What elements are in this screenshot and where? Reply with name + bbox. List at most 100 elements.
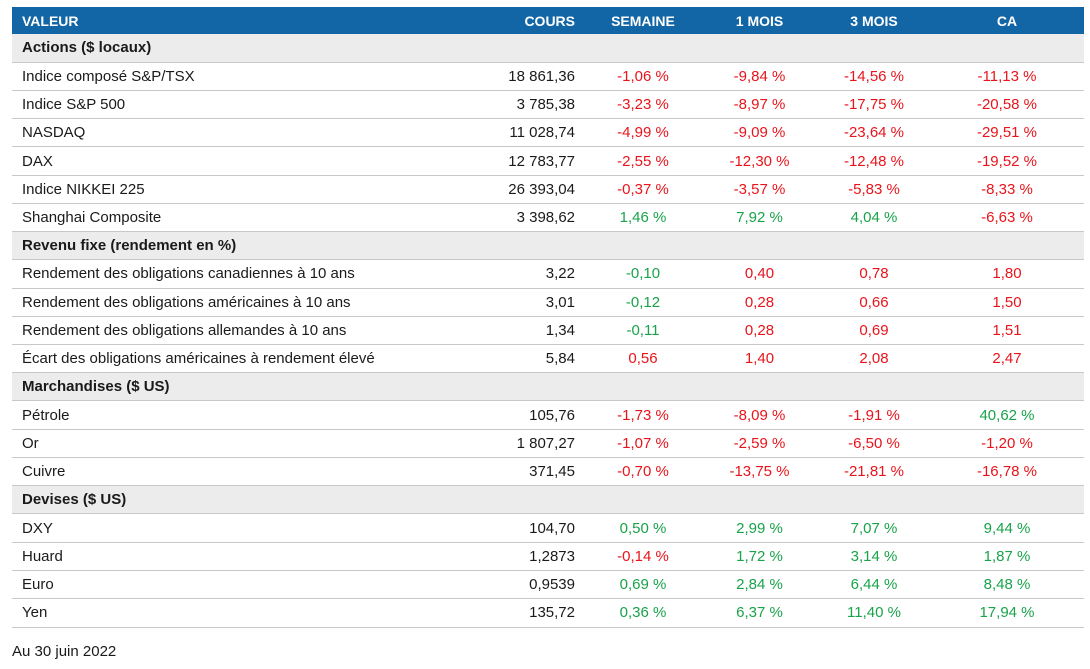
row-cours: 11 028,74 — [452, 118, 585, 148]
row-cours: 3 398,62 — [452, 203, 585, 233]
row-cours: 3 785,38 — [452, 90, 585, 120]
table-body: Actions ($ locaux) Indice composé S&P/TSX… — [12, 34, 1084, 628]
row-semaine-value: 0,50 % — [585, 513, 701, 543]
row-cours: 3,22 — [452, 259, 585, 289]
row-semaine-value: 0,69 % — [585, 570, 701, 600]
row-name: Écart des obligations américaines à rend… — [12, 344, 452, 374]
row-cours: 1,34 — [452, 316, 585, 346]
row-name: Euro — [12, 570, 452, 600]
row-semaine-value: -0,11 — [585, 316, 701, 346]
row-m1-value: 7,92 % — [701, 203, 818, 233]
table-row: Pétrole 105,76 -1,73 % -8,09 % -1,91 % 40,62 … — [12, 400, 1084, 430]
row-semaine-value: 0,56 — [585, 344, 701, 374]
row-ca-value: -1,20 % — [930, 429, 1084, 459]
row-cours: 26 393,04 — [452, 175, 585, 204]
row-m3-value: -17,75 % — [818, 90, 930, 120]
table-row: Euro 0,9539 0,69 % 2,84 % 6,44 % 8,48 % — [12, 570, 1084, 600]
header-1-mois: 1 MOIS — [735, 12, 784, 29]
row-name: DAX — [12, 146, 452, 176]
row-semaine-value: 0,36 % — [585, 598, 701, 628]
row-cours: 1 807,27 — [452, 429, 585, 459]
row-ca-value: -29,51 % — [930, 118, 1084, 148]
table-row: Rendement des obligations canadiennes à … — [12, 259, 1084, 289]
table-row: DXY 104,70 0,50 % 2,99 % 7,07 % 9,44 % — [12, 513, 1084, 543]
table-row: Indice composé S&P/TSX 18 861,36 -1,06 % -9… — [12, 62, 1084, 91]
table-row: NASDAQ 11 028,74 -4,99 % -9,09 % -23,64 % -29… — [12, 118, 1084, 148]
header-ca: CA — [996, 12, 1018, 29]
row-ca-value: -19,52 % — [930, 146, 1084, 176]
date-footnote: Au 30 juin 2022 — [12, 643, 117, 660]
row-m3-value: -23,64 % — [818, 118, 930, 148]
row-semaine-value: -0,10 — [585, 259, 701, 289]
table-row: Écart des obligations américaines à rend… — [12, 344, 1084, 374]
row-m1-value: -8,09 % — [701, 400, 818, 430]
row-cours: 135,72 — [452, 598, 585, 628]
table-row: Yen 135,72 0,36 % 6,37 % 11,40 % 17,94 % — [12, 598, 1084, 628]
row-name: Indice composé S&P/TSX — [12, 62, 452, 91]
row-ca-value: 1,80 — [930, 259, 1084, 289]
row-semaine-value: -0,12 — [585, 288, 701, 317]
row-name: Rendement des obligations canadiennes à … — [12, 259, 452, 289]
row-m3-value: -6,50 % — [818, 429, 930, 459]
table-row: Rendement des obligations américaines à … — [12, 288, 1084, 317]
row-m1-value: 1,72 % — [701, 542, 818, 571]
row-m1-value: -13,75 % — [701, 457, 818, 487]
row-name: Rendement des obligations américaines à … — [12, 288, 452, 317]
row-name: Pétrole — [12, 400, 452, 430]
row-cours: 3,01 — [452, 288, 585, 317]
table-row: Indice S&P 500 3 785,38 -3,23 % -8,97 % -17,… — [12, 90, 1084, 120]
row-semaine-value: -1,06 % — [585, 62, 701, 91]
row-ca-value: 8,48 % — [930, 570, 1084, 600]
row-name: Rendement des obligations allemandes à 1… — [12, 316, 452, 346]
row-cours: 1,2873 — [452, 542, 585, 571]
row-ca-value: 40,62 % — [930, 400, 1084, 430]
row-m1-value: 0,40 — [701, 259, 818, 289]
table-row: Or 1 807,27 -1,07 % -2,59 % -6,50 % -1,20 % — [12, 429, 1084, 459]
table-row: Cuivre 371,45 -0,70 % -13,75 % -21,81 % -16,7… — [12, 457, 1084, 487]
row-cours: 5,84 — [452, 344, 585, 374]
row-ca-value: -8,33 % — [930, 175, 1084, 204]
row-name: Shanghai Composite — [12, 203, 452, 233]
row-m3-value: -21,81 % — [818, 457, 930, 487]
table-row: Indice NIKKEI 225 26 393,04 -0,37 % -3,57 %… — [12, 175, 1084, 204]
row-cours: 105,76 — [452, 400, 585, 430]
row-ca-value: 9,44 % — [930, 513, 1084, 543]
header-valeur: VALEUR — [22, 12, 79, 29]
table-row: Rendement des obligations allemandes à 1… — [12, 316, 1084, 346]
section-title: Actions ($ locaux) — [12, 34, 1084, 63]
row-ca-value: 2,47 — [930, 344, 1084, 374]
section-header: Marchandises ($ US) — [12, 372, 1084, 402]
row-name: Yen — [12, 598, 452, 628]
table-row: Shanghai Composite 3 398,62 1,46 % 7,92 % 4,… — [12, 203, 1084, 233]
header-semaine: SEMAINE — [611, 12, 675, 29]
row-semaine-value: -1,07 % — [585, 429, 701, 459]
row-ca-value: 17,94 % — [930, 598, 1084, 628]
row-cours: 18 861,36 — [452, 62, 585, 91]
row-m3-value: 6,44 % — [818, 570, 930, 600]
row-cours: 0,9539 — [452, 570, 585, 600]
row-ca-value: 1,87 % — [930, 542, 1084, 571]
row-semaine-value: 1,46 % — [585, 203, 701, 233]
row-semaine-value: -3,23 % — [585, 90, 701, 120]
row-cours: 371,45 — [452, 457, 585, 487]
row-m1-value: 0,28 — [701, 288, 818, 317]
row-semaine-value: -0,14 % — [585, 542, 701, 571]
row-ca-value: -6,63 % — [930, 203, 1084, 233]
row-name: Cuivre — [12, 457, 452, 487]
table-header-row: VALEUR COURS SEMAINE 1 MOIS 3 MOIS CA — [12, 7, 1084, 34]
row-m1-value: 1,40 — [701, 344, 818, 374]
table-row: DAX 12 783,77 -2,55 % -12,30 % -12,48 % -19,5… — [12, 146, 1084, 176]
row-name: NASDAQ — [12, 118, 452, 148]
row-m3-value: 11,40 % — [818, 598, 930, 628]
row-ca-value: 1,50 — [930, 288, 1084, 317]
section-header: Devises ($ US) — [12, 485, 1084, 515]
row-ca-value: -16,78 % — [930, 457, 1084, 487]
row-cours: 104,70 — [452, 513, 585, 543]
row-m3-value: 2,08 — [818, 344, 930, 374]
section-title: Marchandises ($ US) — [12, 372, 1084, 402]
row-cours: 12 783,77 — [452, 146, 585, 176]
row-m3-value: 0,66 — [818, 288, 930, 317]
row-m3-value: 4,04 % — [818, 203, 930, 233]
market-performance-table: VALEUR COURS SEMAINE 1 MOIS 3 MOIS CA Ac… — [12, 7, 1084, 628]
row-m1-value: -9,09 % — [701, 118, 818, 148]
